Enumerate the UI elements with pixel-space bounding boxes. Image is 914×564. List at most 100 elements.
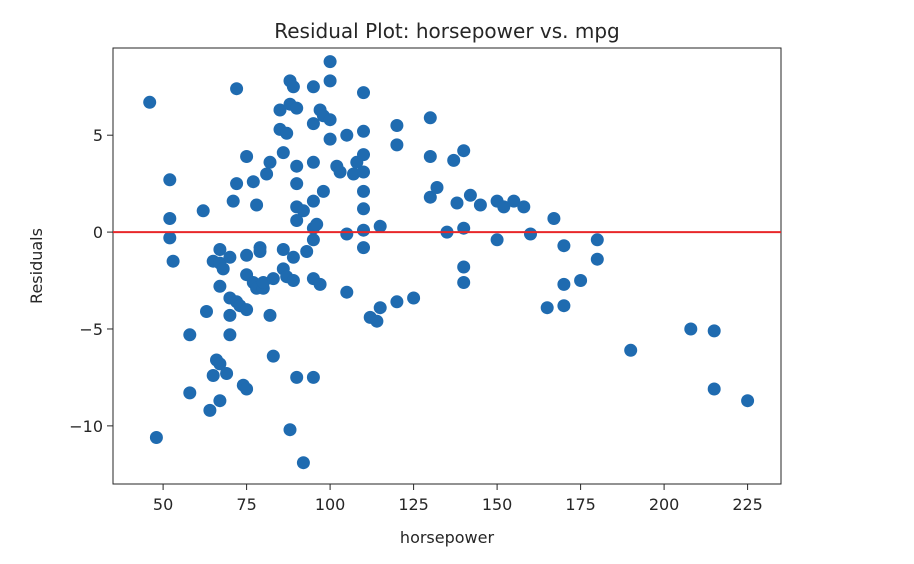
data-point xyxy=(306,117,320,131)
y-tick-label: 5 xyxy=(93,126,103,145)
chart-title: Residual Plot: horsepower vs. mpg xyxy=(274,19,620,43)
data-point xyxy=(290,214,304,227)
data-point xyxy=(200,305,213,318)
data-point xyxy=(260,167,274,181)
data-point xyxy=(557,239,571,253)
data-point xyxy=(540,301,554,315)
data-point xyxy=(517,200,531,214)
data-point xyxy=(223,250,237,264)
data-point xyxy=(286,250,300,264)
data-point xyxy=(300,245,314,258)
data-point xyxy=(306,155,320,169)
data-point xyxy=(357,241,370,255)
data-point xyxy=(280,126,294,140)
data-point xyxy=(590,252,604,266)
data-point xyxy=(340,128,354,142)
data-point xyxy=(290,101,304,115)
data-point xyxy=(306,233,320,247)
x-tick-label: 50 xyxy=(153,495,173,514)
data-point xyxy=(373,301,387,315)
data-point xyxy=(357,148,370,162)
x-tick-label: 75 xyxy=(236,495,256,514)
data-point xyxy=(624,343,638,357)
data-point xyxy=(213,279,227,293)
data-point xyxy=(340,285,354,299)
data-point xyxy=(447,153,461,167)
x-tick-label: 175 xyxy=(565,495,596,514)
data-point xyxy=(240,303,254,317)
data-point xyxy=(407,291,421,305)
data-point xyxy=(524,227,537,241)
data-point xyxy=(163,231,177,245)
data-point xyxy=(333,165,347,179)
data-point xyxy=(230,82,244,96)
x-axis-label: horsepower xyxy=(400,528,495,547)
x-tick-label: 225 xyxy=(732,495,763,514)
data-point xyxy=(226,194,240,208)
y-axis-ticks: −10 −5 0 5 xyxy=(69,126,113,436)
data-point xyxy=(457,276,471,289)
data-point xyxy=(223,308,237,322)
data-point xyxy=(203,403,217,417)
data-point xyxy=(206,369,220,382)
data-point xyxy=(273,103,287,117)
data-point xyxy=(423,190,437,204)
data-point xyxy=(183,328,197,342)
data-point xyxy=(323,55,337,69)
data-point xyxy=(163,173,177,187)
data-point xyxy=(220,367,234,380)
data-point xyxy=(323,74,337,88)
data-point xyxy=(306,194,320,208)
data-point xyxy=(423,111,437,125)
data-point xyxy=(684,322,698,336)
data-point xyxy=(741,394,755,408)
data-point xyxy=(286,274,300,287)
data-point xyxy=(590,233,604,247)
data-point xyxy=(166,254,180,268)
data-point xyxy=(246,175,260,189)
data-point xyxy=(457,260,471,274)
data-point xyxy=(266,349,280,363)
data-point xyxy=(306,80,320,94)
data-point xyxy=(223,328,237,342)
data-point xyxy=(286,80,300,94)
data-point xyxy=(390,138,404,152)
data-point xyxy=(323,132,337,146)
data-point xyxy=(263,155,277,169)
data-point xyxy=(313,277,327,291)
data-point xyxy=(473,198,487,212)
data-point xyxy=(240,248,254,262)
data-point xyxy=(463,188,477,202)
data-point xyxy=(290,159,304,173)
data-point xyxy=(240,150,254,163)
data-point xyxy=(357,223,370,237)
data-point xyxy=(357,202,370,216)
data-point xyxy=(357,86,370,100)
x-tick-label: 125 xyxy=(398,495,429,514)
data-point xyxy=(370,314,384,328)
y-axis-label: Residuals xyxy=(27,228,46,304)
x-tick-label: 200 xyxy=(649,495,680,514)
data-point xyxy=(276,243,290,256)
data-point xyxy=(507,194,521,208)
y-tick-label: 0 xyxy=(93,223,103,242)
data-point xyxy=(256,276,270,289)
data-point xyxy=(230,177,244,191)
data-point xyxy=(357,165,370,179)
points-layer xyxy=(143,55,755,470)
data-point xyxy=(323,113,337,127)
x-axis-ticks: 50 75 100 125 150 175 200 225 xyxy=(153,484,763,514)
x-tick-label: 150 xyxy=(482,495,513,514)
data-point xyxy=(390,295,404,309)
data-point xyxy=(266,272,280,286)
data-point xyxy=(490,233,504,247)
data-point xyxy=(430,181,444,194)
y-tick-label: −10 xyxy=(69,417,103,436)
y-tick-label: −5 xyxy=(79,320,103,339)
data-point xyxy=(276,146,290,160)
data-point xyxy=(143,95,157,109)
data-point xyxy=(196,204,210,218)
data-point xyxy=(296,456,310,470)
data-point xyxy=(213,357,227,371)
